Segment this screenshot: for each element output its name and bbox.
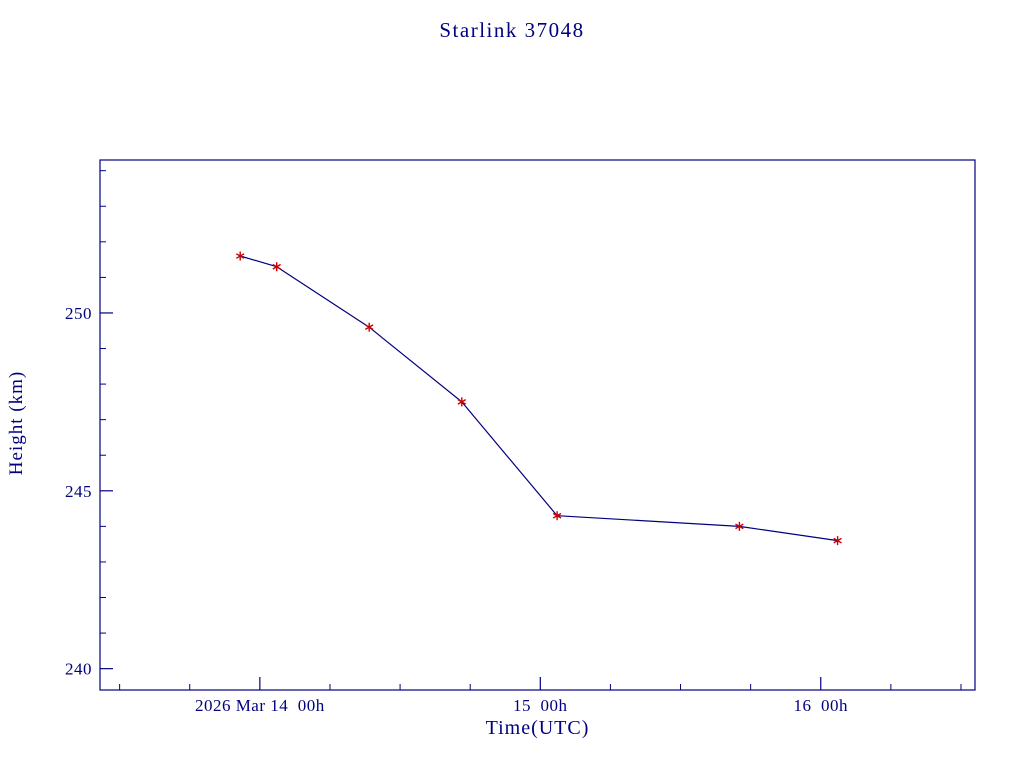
x-axis-label: Time(UTC)	[485, 717, 590, 739]
y-tick-label: 245	[65, 482, 92, 501]
x-tick-label: 2026 Mar 14 00h	[195, 696, 325, 715]
data-line	[240, 255, 838, 542]
data-point-marker	[272, 262, 281, 272]
y-tick-label: 250	[65, 304, 92, 323]
chart-title: Starlink 37048	[439, 18, 585, 42]
y-tick-label: 240	[65, 660, 92, 679]
x-tick-label: 16 00h	[794, 696, 849, 715]
data-point-marker	[735, 521, 744, 531]
plot-border	[99, 159, 976, 691]
x-tick-label: 15 00h	[513, 696, 568, 715]
data-point-marker	[364, 322, 374, 332]
data-point-marker	[552, 511, 562, 521]
data-point-marker	[457, 397, 467, 407]
data-point-marker	[235, 251, 245, 261]
data-point-marker	[833, 536, 842, 546]
